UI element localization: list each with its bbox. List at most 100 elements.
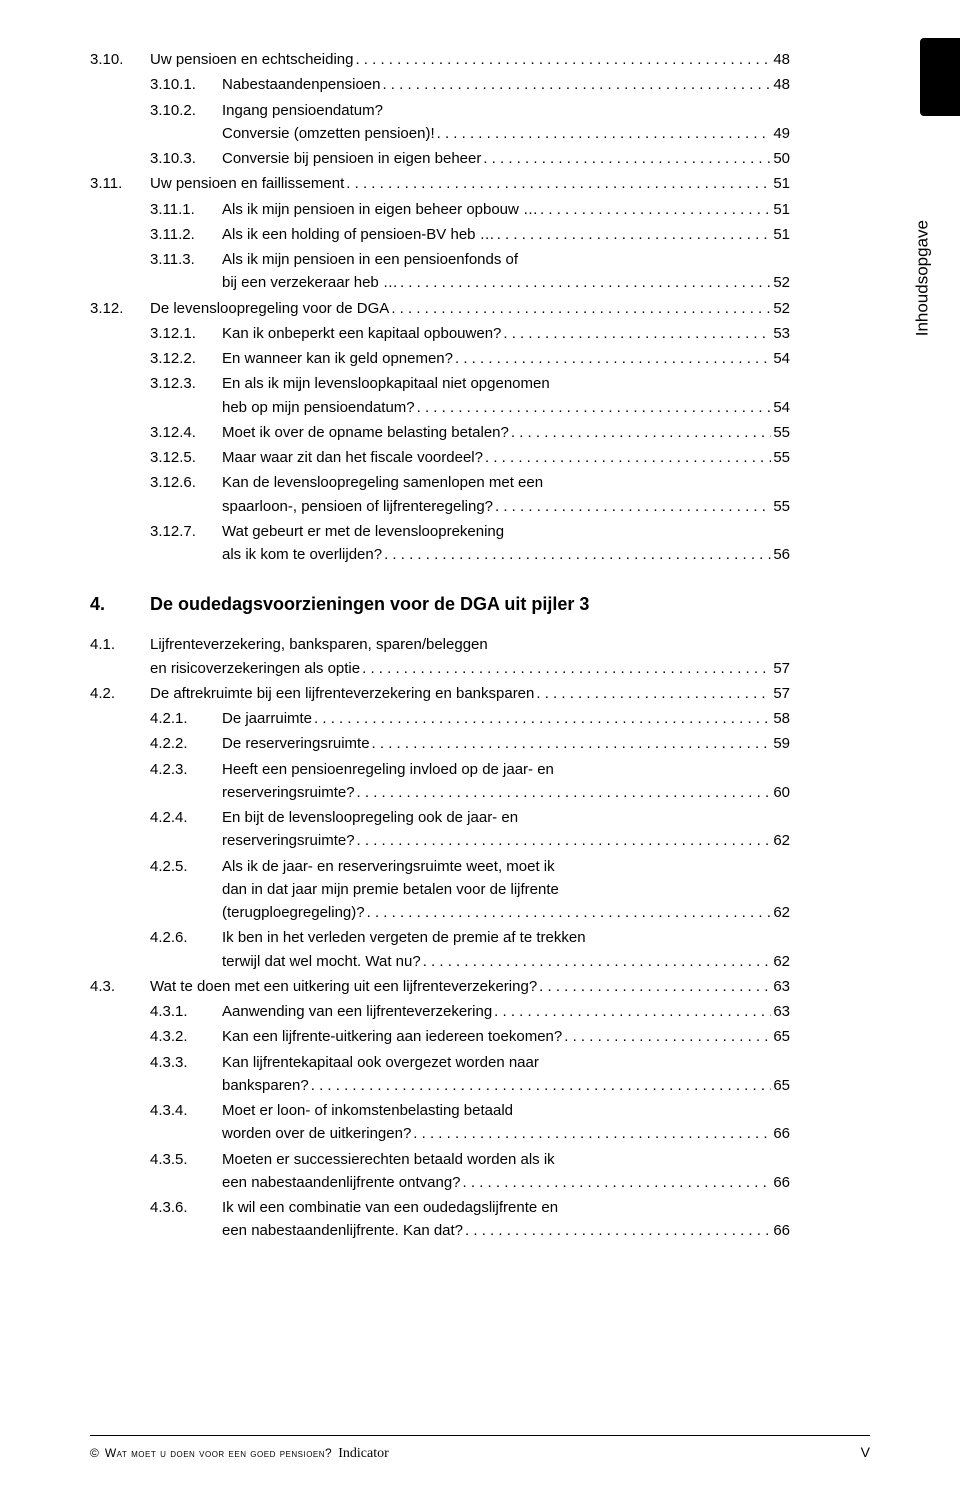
toc-number: 3.10.3. <box>150 147 222 170</box>
toc-text-wrap: Aanwending van een lijfrenteverzekering6… <box>222 1000 790 1023</box>
toc-leader-dots <box>540 198 771 221</box>
toc-page: 59 <box>773 732 790 755</box>
chapter-title: De oudedagsvoorzieningen voor de DGA uit… <box>150 594 589 615</box>
toc-number: 3.12. <box>90 297 150 320</box>
toc-leader-dots <box>465 1219 771 1242</box>
toc-text-wrap: Nabestaandenpensioen48 <box>222 73 790 96</box>
toc-number: 3.12.2. <box>150 347 222 370</box>
toc-page: 56 <box>773 543 790 566</box>
toc-page: 62 <box>773 950 790 973</box>
toc-number: 4.2.3. <box>150 758 222 805</box>
toc-text-wrap: Kan ik onbeperkt een kapitaal opbouwen?5… <box>222 322 790 345</box>
toc-leader-dots <box>314 707 771 730</box>
footer-copyright: © <box>90 1446 99 1460</box>
toc-text: Maar waar zit dan het fiscale voordeel? <box>222 446 483 469</box>
toc-text: De jaarruimte <box>222 707 312 730</box>
toc-text: Conversie (omzetten pensioen)! <box>222 122 435 145</box>
toc-text-wrap: En bijt de levensloopregeling ook de jaa… <box>222 806 790 853</box>
toc-text: Conversie bij pensioen in eigen beheer <box>222 147 481 170</box>
toc-text-wrap: Uw pensioen en echtscheiding48 <box>150 48 790 71</box>
page-content: 3.10.Uw pensioen en echtscheiding483.10.… <box>0 0 960 1285</box>
toc-entry: 4.3.6.Ik wil een combinatie van een oude… <box>150 1196 790 1243</box>
toc-text-wrap: De levensloopregeling voor de DGA52 <box>150 297 790 320</box>
toc-number: 4.3.6. <box>150 1196 222 1243</box>
toc-entry: 3.12.De levensloopregeling voor de DGA52 <box>90 297 790 320</box>
toc-text-wrap: De aftrekruimte bij een lijfrenteverzeke… <box>150 682 790 705</box>
toc-page: 54 <box>773 347 790 370</box>
toc-text: Lijfrenteverzekering, banksparen, sparen… <box>150 633 488 656</box>
toc-page: 48 <box>773 48 790 71</box>
toc-text: En als ik mijn levensloopkapitaal niet o… <box>222 372 550 395</box>
toc-entry: 3.10.3.Conversie bij pensioen in eigen b… <box>150 147 790 170</box>
toc-leader-dots <box>564 1025 771 1048</box>
toc-text-wrap: Als ik mijn pensioen in eigen beheer opb… <box>222 198 790 221</box>
toc-text: Ik ben in het verleden vergeten de premi… <box>222 926 586 949</box>
toc-leader-dots <box>463 1171 772 1194</box>
chapter-number: 4. <box>90 594 150 615</box>
toc-text-wrap: Wat te doen met een uitkering uit een li… <box>150 975 790 998</box>
toc-page: 55 <box>773 421 790 444</box>
toc-leader-dots <box>357 829 772 852</box>
toc-entry: 3.12.2.En wanneer kan ik geld opnemen? 54 <box>150 347 790 370</box>
toc-text: En bijt de levensloopregeling ook de jaa… <box>222 806 518 829</box>
toc-text: reserveringsruimte? <box>222 829 355 852</box>
toc-text: terwijl dat wel mocht. Wat nu? <box>222 950 421 973</box>
footer-title: Wat moet u doen voor een goed pensioen? <box>105 1446 332 1460</box>
toc-page: 57 <box>773 657 790 680</box>
toc-entry: 3.12.4.Moet ik over de opname belasting … <box>150 421 790 444</box>
toc-number: 4.2. <box>90 682 150 705</box>
toc-page: 62 <box>773 901 790 924</box>
toc-entry: 4.3.Wat te doen met een uitkering uit ee… <box>90 975 790 998</box>
toc-text: Moet ik over de opname belasting betalen… <box>222 421 509 444</box>
toc-text: Heeft een pensioenregeling invloed op de… <box>222 758 554 781</box>
toc-text-wrap: En als ik mijn levensloopkapitaal niet o… <box>222 372 790 419</box>
toc-leader-dots <box>311 1074 772 1097</box>
toc-entry: 4.2.6.Ik ben in het verleden vergeten de… <box>150 926 790 973</box>
toc-entry: 4.3.4.Moet er loon- of inkomstenbelastin… <box>150 1099 790 1146</box>
toc-text-wrap: Uw pensioen en faillissement51 <box>150 172 790 195</box>
toc-entry: 3.11.2.Als ik een holding of pensioen-BV… <box>150 223 790 246</box>
toc-page: 66 <box>773 1219 790 1242</box>
toc-text: worden over de uitkeringen? <box>222 1122 411 1145</box>
toc-page: 51 <box>773 198 790 221</box>
toc-text-wrap: Kan een lijfrente-uitkering aan iedereen… <box>222 1025 790 1048</box>
toc-leader-dots <box>367 901 772 924</box>
toc-number: 3.10. <box>90 48 150 71</box>
toc-number: 3.11. <box>90 172 150 195</box>
toc-text: heb op mijn pensioendatum? <box>222 396 415 419</box>
toc-page: 54 <box>773 396 790 419</box>
toc-text: Als ik mijn pensioen in een pensioenfond… <box>222 248 518 271</box>
toc-leader-dots <box>483 147 771 170</box>
toc-entry: 3.12.7.Wat gebeurt er met de levensloopr… <box>150 520 790 567</box>
toc-text-wrap: Ik wil een combinatie van een oudedagsli… <box>222 1196 790 1243</box>
toc-entry: 4.3.2.Kan een lijfrente-uitkering aan ie… <box>150 1025 790 1048</box>
toc-number: 4.3.5. <box>150 1148 222 1195</box>
toc-number: 3.11.2. <box>150 223 222 246</box>
toc-text-wrap: Kan lijfrentekapitaal ook overgezet word… <box>222 1051 790 1098</box>
chapter-heading: 4. De oudedagsvoorzieningen voor de DGA … <box>90 594 790 615</box>
toc-leader-dots <box>372 732 772 755</box>
toc-entry: 4.1.Lijfrenteverzekering, banksparen, sp… <box>90 633 790 680</box>
toc-text-wrap: Moeten er successierechten betaald worde… <box>222 1148 790 1195</box>
toc-text: Als ik een holding of pensioen-BV heb … <box>222 223 495 246</box>
toc-page: 55 <box>773 495 790 518</box>
toc-text-wrap: Ingang pensioendatum?Conversie (omzetten… <box>222 99 790 146</box>
toc-page: 55 <box>773 446 790 469</box>
toc-page: 65 <box>773 1074 790 1097</box>
toc-page: 52 <box>773 297 790 320</box>
toc-text: En wanneer kan ik geld opnemen? <box>222 347 453 370</box>
toc-text-wrap: Als ik mijn pensioen in een pensioenfond… <box>222 248 790 295</box>
toc-text: Kan lijfrentekapitaal ook overgezet word… <box>222 1051 539 1074</box>
toc-entry: 3.11.1.Als ik mijn pensioen in eigen beh… <box>150 198 790 221</box>
toc-page: 51 <box>773 223 790 246</box>
toc-number: 3.10.1. <box>150 73 222 96</box>
toc-text-wrap: Als ik de jaar- en reserveringsruimte we… <box>222 855 790 925</box>
toc-number: 3.11.1. <box>150 198 222 221</box>
toc-text-wrap: Moet ik over de opname belasting betalen… <box>222 421 790 444</box>
toc-number: 3.11.3. <box>150 248 222 295</box>
toc-number: 3.12.7. <box>150 520 222 567</box>
toc-text: een nabestaandenlijfrente. Kan dat? <box>222 1219 463 1242</box>
toc-number: 3.12.3. <box>150 372 222 419</box>
toc-leader-dots <box>539 975 771 998</box>
toc-text-wrap: Heeft een pensioenregeling invloed op de… <box>222 758 790 805</box>
